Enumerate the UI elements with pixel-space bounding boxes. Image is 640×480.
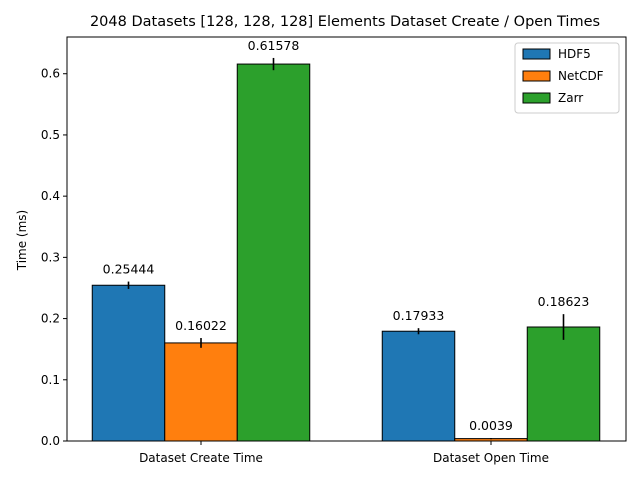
legend-swatch	[522, 92, 551, 104]
bar	[526, 326, 601, 442]
legend-label: Zarr	[558, 91, 583, 105]
legend-label: NetCDF	[558, 69, 604, 83]
y-tick-label: 0.5	[41, 128, 60, 142]
bar	[381, 330, 456, 442]
y-axis-label: Time (ms)	[15, 210, 29, 272]
y-tick-label: 0.0	[41, 434, 60, 448]
plot-area: 0.0 0.1 0.2 0.3 0.4 0.5 0.6 Dataset Create Time…	[41, 36, 627, 465]
data-label: 0.25444	[103, 262, 155, 277]
x-tick-label: Dataset Create Time	[139, 451, 263, 465]
data-label: 0.0039	[469, 418, 513, 433]
legend-swatch	[522, 48, 551, 60]
y-tick-label: 0.4	[41, 189, 60, 203]
x-tick-label: Dataset Open Time	[433, 451, 549, 465]
legend-label: HDF5	[558, 47, 591, 61]
y-tick-label: 0.3	[41, 250, 60, 264]
bar	[236, 63, 311, 442]
bar	[164, 342, 238, 442]
plot-frame	[66, 36, 627, 442]
y-tick-label: 0.1	[41, 373, 60, 387]
y-tick-label: 0.2	[41, 312, 60, 326]
data-label: 0.16022	[175, 318, 227, 333]
data-label: 0.61578	[248, 38, 300, 53]
data-label: 0.18623	[538, 294, 590, 309]
bar	[91, 284, 166, 442]
chart-title: 2048 Datasets [128, 128, 128] Elements D…	[90, 14, 600, 30]
y-tick-label: 0.6	[41, 67, 60, 81]
legend: HDF5 NetCDF Zarr	[514, 42, 620, 114]
legend-swatch	[522, 70, 551, 82]
data-label: 0.17933	[393, 308, 445, 323]
